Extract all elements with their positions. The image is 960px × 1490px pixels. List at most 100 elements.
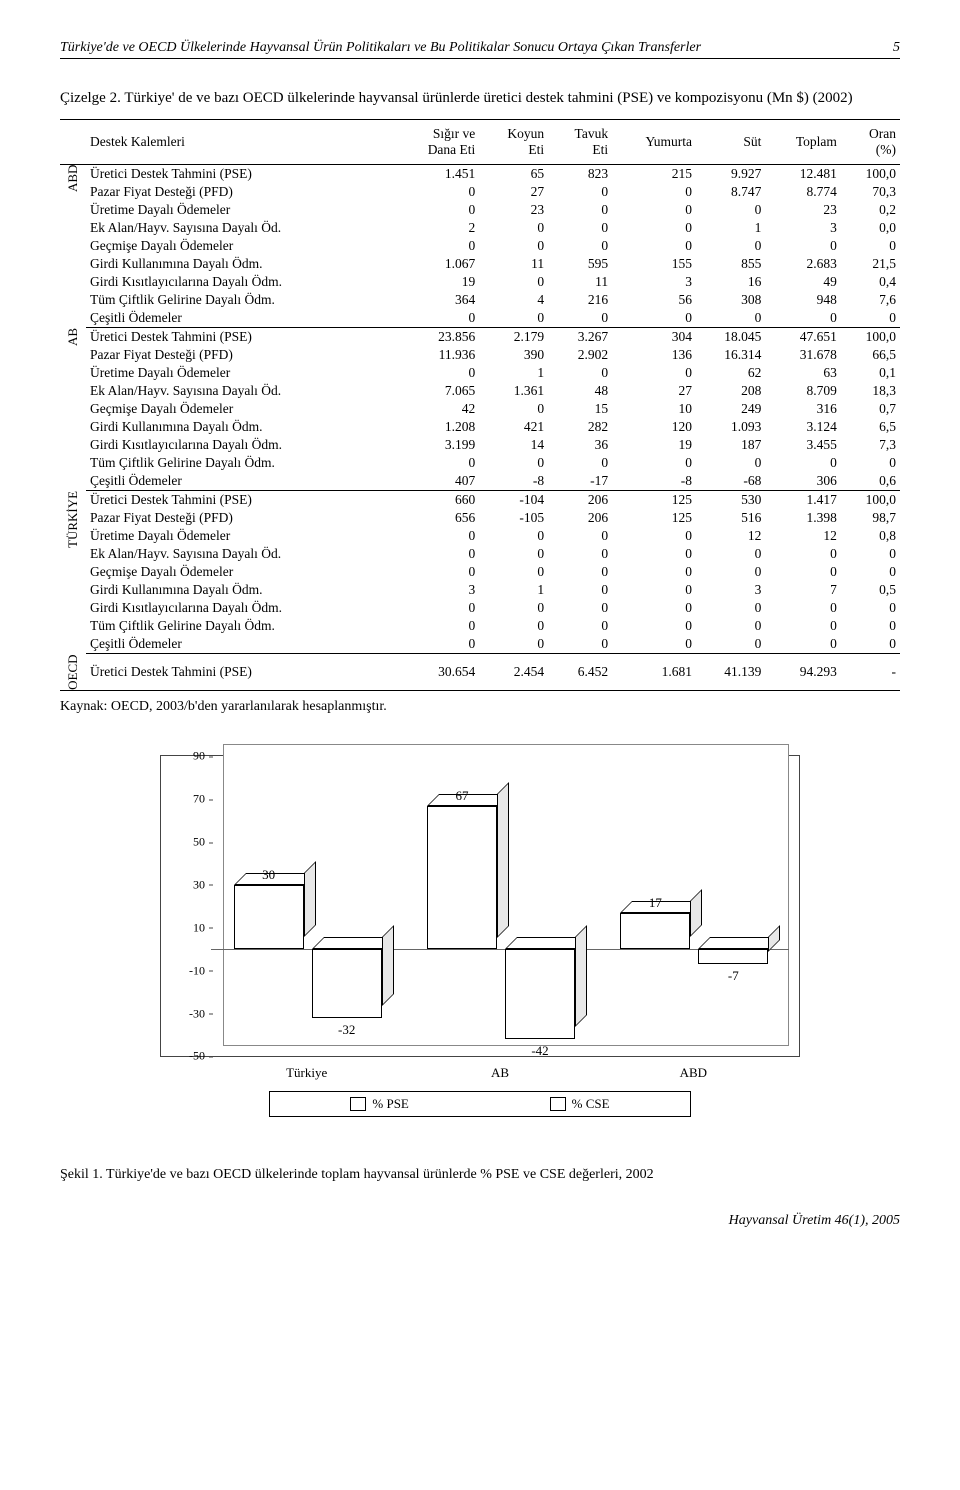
row-label: Girdi Kullanımına Dayalı Ödm.: [86, 418, 394, 436]
cell: 0: [548, 237, 612, 255]
cell: 0: [841, 309, 900, 328]
cell: 66,5: [841, 346, 900, 364]
cell: 0: [394, 617, 480, 635]
cell: 364: [394, 291, 480, 309]
cell: 316: [765, 400, 841, 418]
cell: 0,6: [841, 472, 900, 491]
cell: 36: [548, 436, 612, 454]
group-label: OECD: [60, 653, 86, 691]
cell: 206: [548, 509, 612, 527]
row-label: Üretime Dayalı Ödemeler: [86, 364, 394, 382]
cell: 21,5: [841, 255, 900, 273]
cell: 3: [765, 219, 841, 237]
cell: 2.902: [548, 346, 612, 364]
cell: 94.293: [765, 653, 841, 691]
cell: 1.067: [394, 255, 480, 273]
row-label: Pazar Fiyat Desteği (PFD): [86, 509, 394, 527]
row-label: Pazar Fiyat Desteği (PFD): [86, 183, 394, 201]
cell: 855: [696, 255, 765, 273]
cell: 282: [548, 418, 612, 436]
cell: 206: [548, 490, 612, 509]
cell: 6,5: [841, 418, 900, 436]
cell: 0: [548, 183, 612, 201]
cell: 0: [548, 545, 612, 563]
cell: 516: [696, 509, 765, 527]
cell: 1: [479, 364, 548, 382]
row-label: Ek Alan/Hayv. Sayısına Dayalı Öd.: [86, 219, 394, 237]
cell: 0: [548, 219, 612, 237]
cell: 9.927: [696, 164, 765, 183]
bar: [427, 806, 497, 950]
cell: 19: [612, 436, 696, 454]
cell: 0,7: [841, 400, 900, 418]
y-tick: 10: [171, 920, 205, 935]
cell: 0: [612, 183, 696, 201]
cell: 2.454: [479, 653, 548, 691]
cell: 0: [841, 545, 900, 563]
cell: 18.045: [696, 327, 765, 346]
cell: 100,0: [841, 327, 900, 346]
cell: 0,2: [841, 201, 900, 219]
cell: 0: [479, 454, 548, 472]
cell: 0: [841, 563, 900, 581]
cell: 0,1: [841, 364, 900, 382]
cell: 0: [696, 454, 765, 472]
cell: 0: [612, 617, 696, 635]
y-tick: 70: [171, 792, 205, 807]
cell: 1.417: [765, 490, 841, 509]
cell: 14: [479, 436, 548, 454]
cell: 1.398: [765, 509, 841, 527]
cell: 0: [696, 617, 765, 635]
cell: -8: [479, 472, 548, 491]
cell: 2.683: [765, 255, 841, 273]
page-number: 5: [893, 40, 900, 56]
cell: 15: [548, 400, 612, 418]
cell: 0: [612, 635, 696, 654]
chart-legend: % PSE% CSE: [269, 1091, 691, 1117]
cell: 42: [394, 400, 480, 418]
cell: 4: [479, 291, 548, 309]
cell: 308: [696, 291, 765, 309]
cell: 0: [394, 563, 480, 581]
cell: 2.179: [479, 327, 548, 346]
cell: 0: [479, 219, 548, 237]
cell: 0: [548, 581, 612, 599]
cell: 0: [612, 581, 696, 599]
cell: 304: [612, 327, 696, 346]
col-c5: Süt: [696, 119, 765, 164]
cell: 16: [696, 273, 765, 291]
cell: 1.681: [612, 653, 696, 691]
cell: 0: [612, 599, 696, 617]
cell: 0: [612, 237, 696, 255]
cell: 7,6: [841, 291, 900, 309]
bar-value-label: -7: [698, 968, 768, 984]
group-label: TÜRKİYE: [60, 490, 86, 653]
cell: 12: [696, 527, 765, 545]
bar: [505, 949, 575, 1039]
cell: 0: [394, 183, 480, 201]
row-label: Tüm Çiftlik Gelirine Dayalı Ödm.: [86, 454, 394, 472]
cell: 0: [612, 309, 696, 328]
cell: -17: [548, 472, 612, 491]
row-label: Geçmişe Dayalı Ödemeler: [86, 237, 394, 255]
cell: 7: [765, 581, 841, 599]
cell: 0: [548, 364, 612, 382]
cell: 0: [612, 563, 696, 581]
row-label: Pazar Fiyat Desteği (PFD): [86, 346, 394, 364]
table-caption: Çizelge 2. Türkiye' de ve bazı OECD ülke…: [60, 89, 900, 109]
figure-caption: Şekil 1. Türkiye'de ve bazı OECD ülkeler…: [60, 1167, 900, 1183]
cell: 125: [612, 490, 696, 509]
cell: 0: [479, 309, 548, 328]
bar: [620, 913, 690, 949]
cell: -68: [696, 472, 765, 491]
cell: 0: [612, 545, 696, 563]
cell: 0: [696, 545, 765, 563]
cell: 0: [548, 563, 612, 581]
col-c3: Tavuk Eti: [548, 119, 612, 164]
group-label: ABD: [60, 164, 86, 327]
cell: 216: [548, 291, 612, 309]
cell: 12.481: [765, 164, 841, 183]
cell: 11: [548, 273, 612, 291]
cell: 0: [394, 454, 480, 472]
cell: 27: [479, 183, 548, 201]
